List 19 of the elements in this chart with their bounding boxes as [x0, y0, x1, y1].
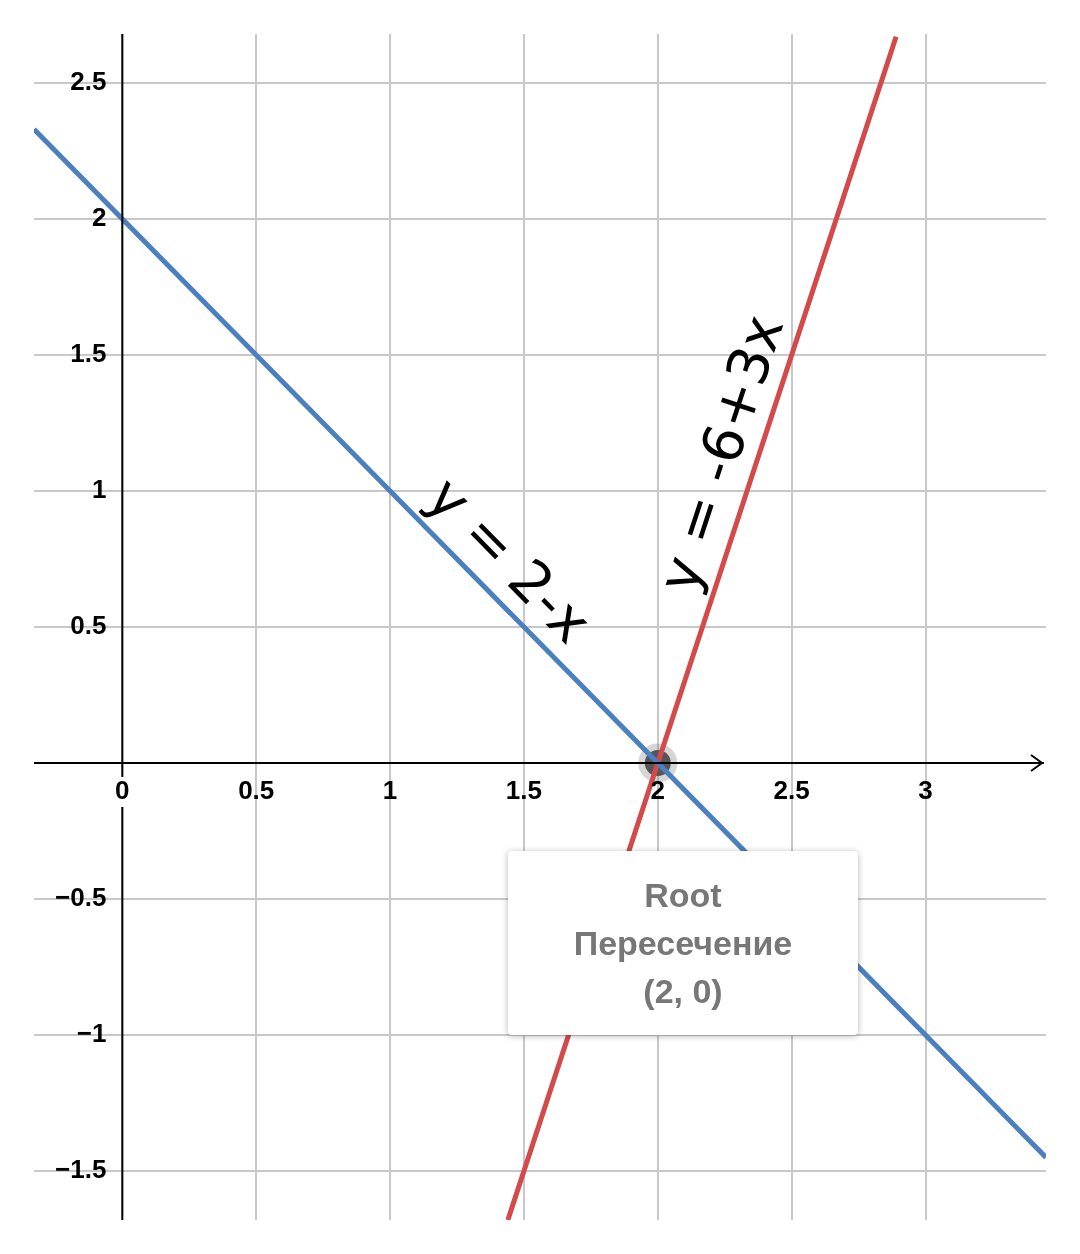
x-tick-label: 1.5: [505, 775, 543, 806]
y-tick-label: 2.5: [70, 66, 107, 97]
y-tick-label: 2: [91, 202, 107, 233]
y-tick-label: 1.5: [70, 338, 107, 369]
y-tick-label: −0.5: [55, 882, 107, 913]
y-tick-label: −1.5: [55, 1154, 107, 1185]
text: y = -6+3x: [644, 306, 797, 601]
callout-box: Root Пересечение (2, 0): [508, 851, 858, 1035]
x-tick-label: 2: [650, 775, 666, 806]
x-tick-label: 0: [115, 775, 130, 806]
y-tick-label: −1: [76, 1018, 107, 1049]
x-tick-label: 0.5: [238, 775, 275, 806]
annotation: Root Пересечение (2, 0): [572, 875, 794, 1012]
x-tick-label: 1: [382, 775, 398, 806]
y-tick-label: 1: [91, 474, 107, 505]
y-tick-label: 0.5: [70, 610, 107, 641]
x-tick-label: 2.5: [773, 775, 810, 806]
x-tick-label: 3: [918, 775, 933, 806]
text: y = 2-x: [414, 463, 605, 656]
